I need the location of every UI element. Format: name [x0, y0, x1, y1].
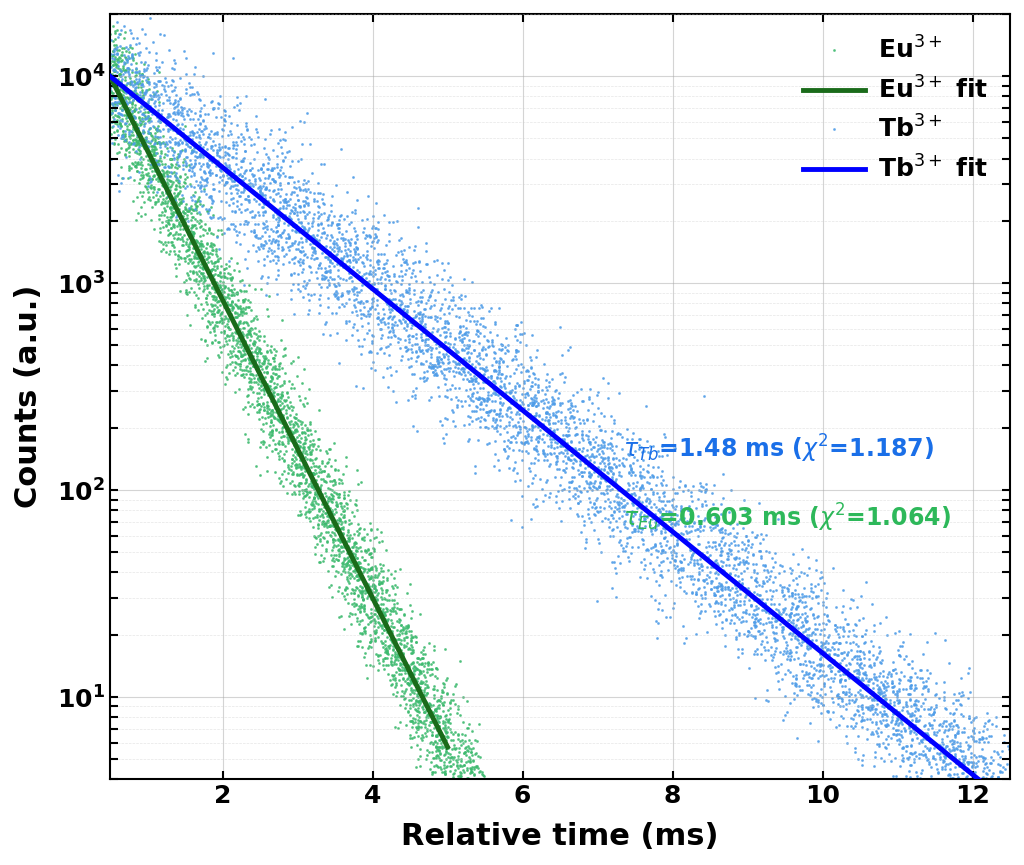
Tb$^{3+}$ fit [340, 262, 352, 272]
Tb$^{3+}$ fit [518, 407, 530, 417]
Text: $\tau_{Eu}$=0.603 ms ($\chi^2$=1.064): $\tau_{Eu}$=0.603 ms ($\chi^2$=1.064) [623, 502, 951, 535]
Tb$^{3+}$ fit [742, 588, 755, 599]
Eu$^{3+}$ [441, 760, 454, 771]
Eu$^{3+}$ [461, 774, 473, 785]
Eu$^{3+}$ fit [433, 726, 445, 736]
Eu$^{3+}$ [452, 730, 464, 740]
Line: Tb$^{3+}$: Tb$^{3+}$ [109, 0, 1011, 781]
X-axis label: Relative time (ms): Relative time (ms) [401, 822, 719, 851]
Tb$^{3+}$ fit [103, 71, 116, 81]
Tb$^{3+}$ [628, 452, 640, 462]
Tb$^{3+}$ [681, 505, 693, 516]
Eu$^{3+}$ [328, 540, 340, 550]
Eu$^{3+}$ fit [305, 471, 317, 481]
Eu$^{3+}$ fit [381, 621, 393, 631]
Eu$^{3+}$ [478, 771, 490, 781]
Tb$^{3+}$ [458, 353, 470, 363]
Tb$^{3+}$ [954, 774, 967, 785]
Eu$^{3+}$ [250, 355, 262, 365]
Legend: Eu$^{3+}$, Eu$^{3+}$ fit, Tb$^{3+}$, Tb$^{3+}$ fit: Eu$^{3+}$, Eu$^{3+}$ fit, Tb$^{3+}$, Tb$… [793, 27, 997, 193]
Line: Eu$^{3+}$ fit: Eu$^{3+}$ fit [110, 76, 447, 746]
Tb$^{3+}$ [418, 376, 430, 387]
Eu$^{3+}$ [394, 654, 407, 664]
Eu$^{3+}$ [103, 29, 116, 40]
Line: Eu$^{3+}$: Eu$^{3+}$ [109, 0, 485, 780]
Tb$^{3+}$ fit [316, 243, 329, 253]
Tb$^{3+}$ [103, 85, 116, 95]
Y-axis label: Counts (a.u.): Counts (a.u.) [14, 285, 43, 509]
Eu$^{3+}$ fit [264, 389, 276, 400]
Tb$^{3+}$ fit [561, 441, 573, 452]
Tb$^{3+}$ fit [403, 313, 416, 324]
Eu$^{3+}$ fit [103, 71, 116, 81]
Eu$^{3+}$ fit [266, 394, 279, 404]
Tb$^{3+}$ [398, 317, 411, 327]
Eu$^{3+}$ fit [287, 434, 299, 445]
Text: $\tau_{Tb}$=1.48 ms ($\chi^2$=1.187): $\tau_{Tb}$=1.48 ms ($\chi^2$=1.187) [623, 433, 934, 465]
Eu$^{3+}$ [112, 0, 124, 6]
Tb$^{3+}$ [1002, 743, 1015, 753]
Tb$^{3+}$ [470, 393, 482, 403]
Eu$^{3+}$ [355, 586, 368, 596]
Eu$^{3+}$ fit [441, 741, 454, 752]
Line: Tb$^{3+}$ fit: Tb$^{3+}$ fit [110, 76, 979, 779]
Tb$^{3+}$ fit [973, 774, 985, 785]
